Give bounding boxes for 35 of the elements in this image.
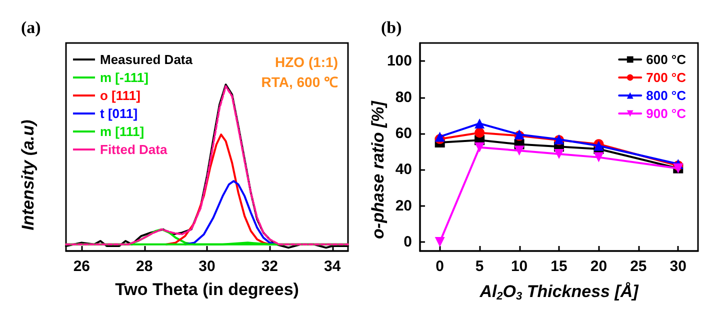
legend-label: Measured Data xyxy=(100,52,194,67)
x-tick-label: 30 xyxy=(670,258,686,275)
legend-label: o [111] xyxy=(100,88,140,103)
x-axis-title: Two Theta (in degrees) xyxy=(115,280,299,299)
x-tick-label: 5 xyxy=(475,258,484,275)
y-tick-label: 0 xyxy=(404,233,412,250)
legend-label: 700 °C xyxy=(646,70,687,85)
chart-title: (b) xyxy=(381,18,402,37)
legend-label: m [111] xyxy=(100,124,144,139)
legend-label: 800 °C xyxy=(646,88,687,103)
y-tick-label: 40 xyxy=(395,161,412,178)
x-tick-label: 25 xyxy=(630,258,647,275)
y-axis-title: Intensity (a.u) xyxy=(18,119,38,230)
y-tick-label: 100 xyxy=(386,52,412,70)
x-tick-label: 20 xyxy=(590,258,608,275)
y-axis-title: o-phase ratio [%] xyxy=(368,100,388,239)
chart-title: (a) xyxy=(21,18,41,37)
x-tick-label: 26 xyxy=(73,258,90,275)
legend-label: Fitted Data xyxy=(100,142,168,157)
x-tick-label: 32 xyxy=(261,258,278,275)
x-tick-label: 30 xyxy=(198,258,216,275)
legend-label: 900 °C xyxy=(646,106,687,121)
x-tick-label: 34 xyxy=(324,258,342,275)
annotation: RTA, 600 ℃ xyxy=(261,74,338,90)
text: HZO (1:1) xyxy=(275,54,338,70)
x-tick-label: 0 xyxy=(436,258,444,275)
x-tick-label: 10 xyxy=(510,258,528,275)
y-tick-label: 60 xyxy=(395,124,412,142)
legend-label: t [011] xyxy=(100,106,138,121)
y-tick-label: 80 xyxy=(395,88,412,106)
legend-label: 600 °C xyxy=(646,52,687,67)
x-tick-label: 28 xyxy=(136,258,153,275)
y-tick-label: 20 xyxy=(395,197,412,214)
legend-label: m [-111] xyxy=(100,70,148,85)
x-tick-label: 15 xyxy=(550,258,568,275)
